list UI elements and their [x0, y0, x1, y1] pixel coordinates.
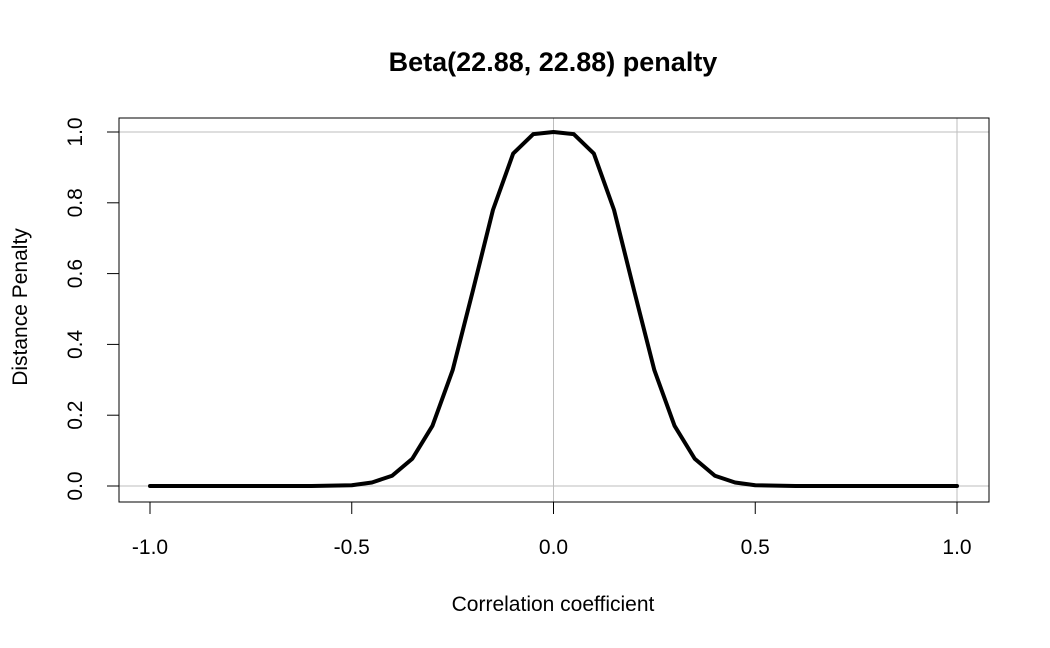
- x-axis-label: Correlation coefficient: [452, 593, 655, 616]
- y-tick-label: 0.0: [64, 471, 87, 500]
- y-tick-label: 0.6: [64, 259, 87, 288]
- x-tick-label: -0.5: [334, 536, 370, 559]
- data-layer: [148, 130, 959, 488]
- chart-title: Beta(22.88, 22.88) penalty: [389, 47, 718, 77]
- x-axis: -1.0 -0.5 0.0 0.5 1.0: [132, 501, 972, 559]
- y-tick-label: 1.0: [64, 117, 87, 146]
- x-tick-label: 1.0: [942, 536, 971, 559]
- y-tick-label: 0.2: [64, 401, 87, 430]
- series-line-0: [148, 130, 959, 488]
- x-tick-label: -1.0: [132, 536, 168, 559]
- y-axis-label: Distance Penalty: [9, 228, 32, 386]
- reference-lines: [119, 118, 989, 502]
- y-tick-label: 0.4: [64, 329, 87, 359]
- x-tick-label: 0.0: [539, 536, 568, 559]
- x-tick-label: 0.5: [741, 536, 770, 559]
- y-axis: 0.0 0.2 0.4 0.6 0.8 1.0: [64, 117, 120, 501]
- y-tick-label: 0.8: [64, 188, 87, 217]
